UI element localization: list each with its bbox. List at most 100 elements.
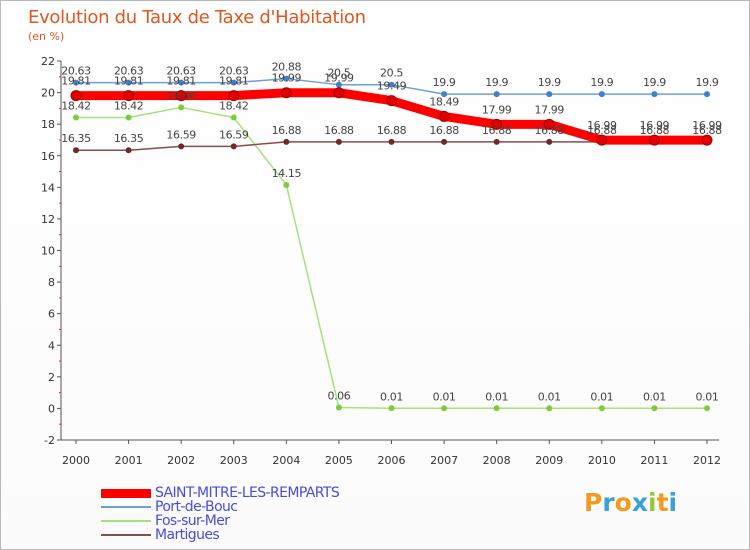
data-label-fos-sur-mer: 18.42 bbox=[219, 100, 249, 113]
x-tick-label: 2002 bbox=[167, 454, 195, 467]
x-tick-label: 2005 bbox=[325, 454, 353, 467]
y-tick-label: 18 bbox=[41, 118, 55, 131]
data-point-fos-sur-mer bbox=[125, 114, 132, 121]
series-lines bbox=[70, 75, 713, 412]
legend-label-martigues: Martigues bbox=[155, 527, 220, 543]
data-label-martigues: 16.88 bbox=[377, 124, 407, 137]
logo-letter: P bbox=[584, 488, 603, 517]
data-label-saint-mitre-les-remparts: 19.81 bbox=[114, 75, 144, 88]
data-point-fos-sur-mer bbox=[73, 114, 79, 121]
data-label-martigues: 16.59 bbox=[166, 128, 196, 141]
logo-letter: o bbox=[614, 488, 632, 517]
x-tick-label: 2006 bbox=[378, 454, 406, 467]
legend-label-saint-mitre: SAINT-MITRE-LES-REMPARTS bbox=[155, 485, 340, 501]
data-label-saint-mitre-les-remparts: 17.99 bbox=[535, 103, 565, 116]
data-label-saint-mitre-les-remparts: 19.99 bbox=[272, 72, 302, 85]
data-labels: 20.63 20.63 20.63 20.63 20.88 20.5 20.5 19.9 19.… bbox=[61, 61, 722, 404]
data-label-martigues: 16.88 bbox=[640, 124, 670, 137]
y-axis-unit-label: (en %) bbox=[28, 30, 65, 43]
data-label-port-de-bouc: 19.9 bbox=[643, 76, 666, 89]
y-tick-label: 12 bbox=[41, 213, 55, 226]
data-label-fos-sur-mer: 0.06 bbox=[327, 389, 350, 402]
y-tick-label: 14 bbox=[41, 181, 55, 194]
data-point-port-de-bouc bbox=[441, 91, 448, 98]
data-point-fos-sur-mer bbox=[335, 404, 342, 411]
data-label-fos-sur-mer: 0.01 bbox=[538, 390, 561, 403]
logo-letter: i bbox=[668, 488, 678, 517]
data-label-martigues: 16.88 bbox=[324, 124, 354, 137]
data-point-fos-sur-mer bbox=[283, 181, 290, 188]
data-point-port-de-bouc bbox=[651, 91, 658, 98]
data-point-fos-sur-mer bbox=[493, 405, 500, 412]
data-label-saint-mitre-les-remparts: 16.99 bbox=[640, 119, 670, 132]
data-label-martigues: 16.88 bbox=[535, 124, 565, 137]
data-point-fos-sur-mer bbox=[651, 405, 658, 412]
data-label-saint-mitre-les-remparts: 16.99 bbox=[692, 119, 722, 132]
x-tick-label: 2011 bbox=[640, 454, 668, 467]
data-label-port-de-bouc: 20.5 bbox=[327, 67, 350, 80]
data-point-saint-mitre-les-remparts bbox=[596, 134, 608, 146]
y-tick-label: 6 bbox=[48, 308, 55, 321]
y-tick-label: 4 bbox=[48, 339, 55, 352]
data-point-fos-sur-mer bbox=[546, 405, 553, 412]
data-label-port-de-bouc: 20.63 bbox=[166, 65, 196, 78]
data-point-port-de-bouc bbox=[493, 91, 500, 98]
data-point-port-de-bouc bbox=[388, 81, 395, 88]
legend-label-fos-sur-mer: Fos-sur-Mer bbox=[155, 513, 230, 529]
legend-swatch-martigues bbox=[101, 534, 151, 536]
data-point-port-de-bouc bbox=[125, 79, 132, 86]
data-label-martigues: 16.35 bbox=[114, 132, 144, 145]
data-point-port-de-bouc bbox=[230, 79, 237, 86]
logo-letter: x bbox=[631, 488, 648, 517]
logo-letter: t bbox=[656, 488, 669, 517]
y-tick-label: 22 bbox=[41, 55, 55, 68]
y-tick-label: 0 bbox=[48, 402, 55, 415]
data-point-fos-sur-mer bbox=[704, 405, 710, 412]
y-tick-label: 2 bbox=[48, 371, 55, 384]
data-point-saint-mitre-les-remparts bbox=[333, 87, 345, 99]
data-point-martigues bbox=[73, 147, 79, 154]
data-point-fos-sur-mer bbox=[441, 405, 448, 412]
y-tick-label: 16 bbox=[41, 150, 55, 163]
data-point-saint-mitre-les-remparts bbox=[175, 90, 187, 102]
data-point-saint-mitre-les-remparts bbox=[228, 90, 240, 102]
data-point-port-de-bouc bbox=[335, 81, 342, 88]
data-label-fos-sur-mer: 0.01 bbox=[643, 390, 666, 403]
data-point-martigues bbox=[441, 138, 448, 145]
data-point-martigues bbox=[178, 143, 185, 150]
logo-letter: r bbox=[602, 488, 615, 517]
proxiti-logo: Proxiti bbox=[584, 488, 677, 517]
data-point-port-de-bouc bbox=[73, 79, 79, 86]
legend: SAINT-MITRE-LES-REMPARTS Port-de-Bouc Fo… bbox=[101, 485, 340, 542]
data-point-fos-sur-mer bbox=[388, 405, 395, 412]
data-point-fos-sur-mer bbox=[230, 114, 237, 121]
data-point-port-de-bouc bbox=[546, 91, 553, 98]
legend-item-port-de-bouc: Port-de-Bouc bbox=[101, 500, 339, 514]
data-label-port-de-bouc: 19.9 bbox=[538, 76, 561, 89]
legend-item-martigues: Martigues bbox=[101, 528, 339, 542]
y-tick-label: 20 bbox=[41, 87, 55, 100]
chart-title: Evolution du Taux de Taxe d'Habitation bbox=[28, 7, 366, 28]
data-label-fos-sur-mer: 0.01 bbox=[696, 390, 719, 403]
data-label-saint-mitre-les-remparts: 19.81 bbox=[61, 75, 91, 88]
data-label-fos-sur-mer: 18.42 bbox=[114, 100, 144, 113]
data-point-fos-sur-mer bbox=[178, 104, 185, 111]
x-tick-label: 2004 bbox=[272, 454, 300, 467]
data-label-port-de-bouc: 19.9 bbox=[485, 76, 508, 89]
data-point-port-de-bouc bbox=[704, 91, 710, 98]
data-label-martigues: 16.88 bbox=[587, 124, 617, 137]
y-tick-label: 10 bbox=[41, 245, 55, 258]
data-point-saint-mitre-les-remparts bbox=[491, 118, 503, 130]
x-tick-label: 2000 bbox=[62, 454, 90, 467]
data-label-saint-mitre-les-remparts: 18.49 bbox=[429, 95, 459, 108]
data-point-port-de-bouc bbox=[283, 75, 290, 82]
data-point-martigues bbox=[546, 138, 553, 145]
data-point-saint-mitre-les-remparts bbox=[70, 90, 82, 102]
logo-letter: i bbox=[648, 488, 657, 517]
data-label-port-de-bouc: 20.63 bbox=[219, 65, 249, 78]
data-point-martigues bbox=[388, 138, 395, 145]
x-tick-label: 2001 bbox=[115, 454, 143, 467]
x-tick-label: 2009 bbox=[535, 454, 563, 467]
data-label-saint-mitre-les-remparts: 19.81 bbox=[166, 75, 196, 88]
